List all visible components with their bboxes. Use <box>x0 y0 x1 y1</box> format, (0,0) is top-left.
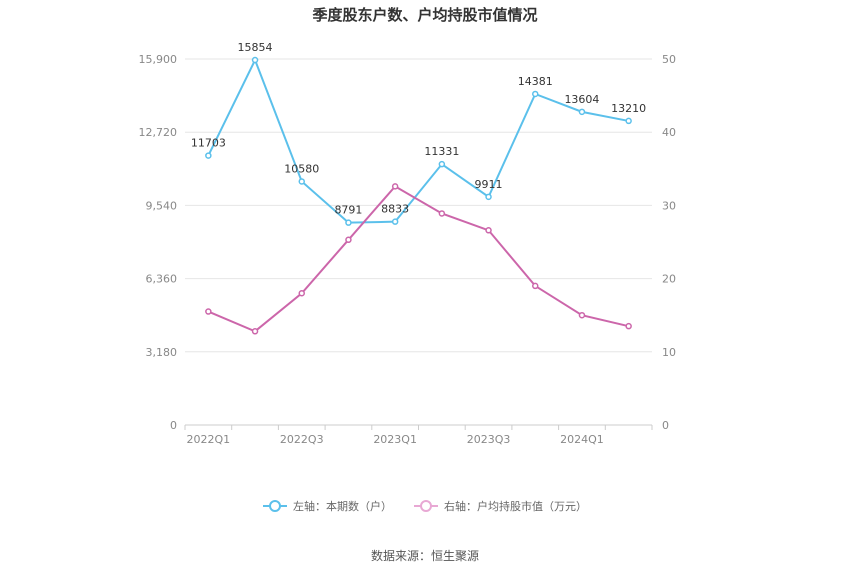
left-tick-label: 15,900 <box>139 53 178 66</box>
data-label: 8833 <box>381 203 409 216</box>
data-label: 13604 <box>564 93 599 106</box>
data-point-0[interactable] <box>485 193 492 201</box>
legend-item-households[interactable]: 左轴：本期数（户） <box>263 498 392 514</box>
data-point-1[interactable] <box>438 210 446 217</box>
data-label: 15854 <box>238 41 273 54</box>
right-tick-label: 40 <box>662 126 676 139</box>
right-tick-label: 0 <box>662 419 669 432</box>
data-point-0[interactable] <box>391 218 399 225</box>
data-label: 14381 <box>518 75 553 88</box>
data-point-1[interactable] <box>485 227 492 234</box>
data-point-0[interactable] <box>438 160 446 168</box>
data-point-0[interactable] <box>532 90 539 98</box>
data-point-1[interactable] <box>532 282 539 290</box>
data-point-0[interactable] <box>625 117 632 125</box>
series-line-0 <box>207 57 629 224</box>
data-point-1[interactable] <box>205 308 212 315</box>
data-point-1[interactable] <box>391 183 399 190</box>
left-tick-label: 9,540 <box>146 199 178 212</box>
data-label: 9911 <box>475 178 503 191</box>
right-tick-label: 50 <box>662 53 676 66</box>
legend-label-households: 左轴：本期数（户） <box>293 500 392 513</box>
x-tick-label: 2024Q1 <box>560 433 604 446</box>
left-tick-label: 0 <box>170 419 177 432</box>
data-label: 13210 <box>611 102 646 115</box>
data-labels: 11703 15854 10580 8791 8833 11331 9911 14381 136… <box>191 41 646 217</box>
data-point-0[interactable] <box>298 178 305 185</box>
data-point-1[interactable] <box>251 328 259 335</box>
data-point-0[interactable] <box>205 152 212 159</box>
legend-item-avg-value[interactable]: 右轴：户均持股市值（万元） <box>414 498 587 514</box>
data-point-0[interactable] <box>251 56 259 64</box>
axes: 0 3,180 6,360 9,540 12,720 15,900 0 10 20 30 40 50 2… <box>139 53 677 446</box>
data-source: 数据来源：恒生聚源 <box>370 549 479 563</box>
x-tick-label: 2023Q3 <box>467 433 511 446</box>
legend-label-avg-value: 右轴：户均持股市值（万元） <box>444 500 587 513</box>
series-line-1 <box>207 185 629 333</box>
legend-marker-avg-value-icon <box>414 500 438 512</box>
legend-marker-households-icon <box>263 500 287 512</box>
series-lines <box>205 56 632 335</box>
left-tick-label: 6,360 <box>146 273 178 286</box>
data-point-1[interactable] <box>625 322 632 330</box>
data-point-1[interactable] <box>578 311 586 319</box>
data-label: 11703 <box>191 137 226 150</box>
data-point-1[interactable] <box>345 236 352 244</box>
right-tick-label: 30 <box>662 199 676 212</box>
data-point-1[interactable] <box>298 289 305 297</box>
x-tick-label: 2022Q3 <box>280 433 324 446</box>
legend: 左轴：本期数（户） 右轴：户均持股市值（万元） <box>0 498 850 514</box>
data-label: 8791 <box>334 204 362 217</box>
x-tick-label: 2022Q1 <box>187 433 231 446</box>
chart-title: 季度股东户数、户均持股市值情况 <box>312 6 538 24</box>
x-tick-label: 2023Q1 <box>373 433 417 446</box>
right-tick-label: 20 <box>662 273 676 286</box>
left-tick-label: 3,180 <box>146 346 178 359</box>
data-point-0[interactable] <box>345 219 352 226</box>
data-label: 10580 <box>284 162 319 175</box>
data-point-0[interactable] <box>578 108 586 116</box>
left-tick-label: 12,720 <box>139 126 178 139</box>
right-tick-label: 10 <box>662 346 676 359</box>
data-label: 11331 <box>424 145 459 158</box>
